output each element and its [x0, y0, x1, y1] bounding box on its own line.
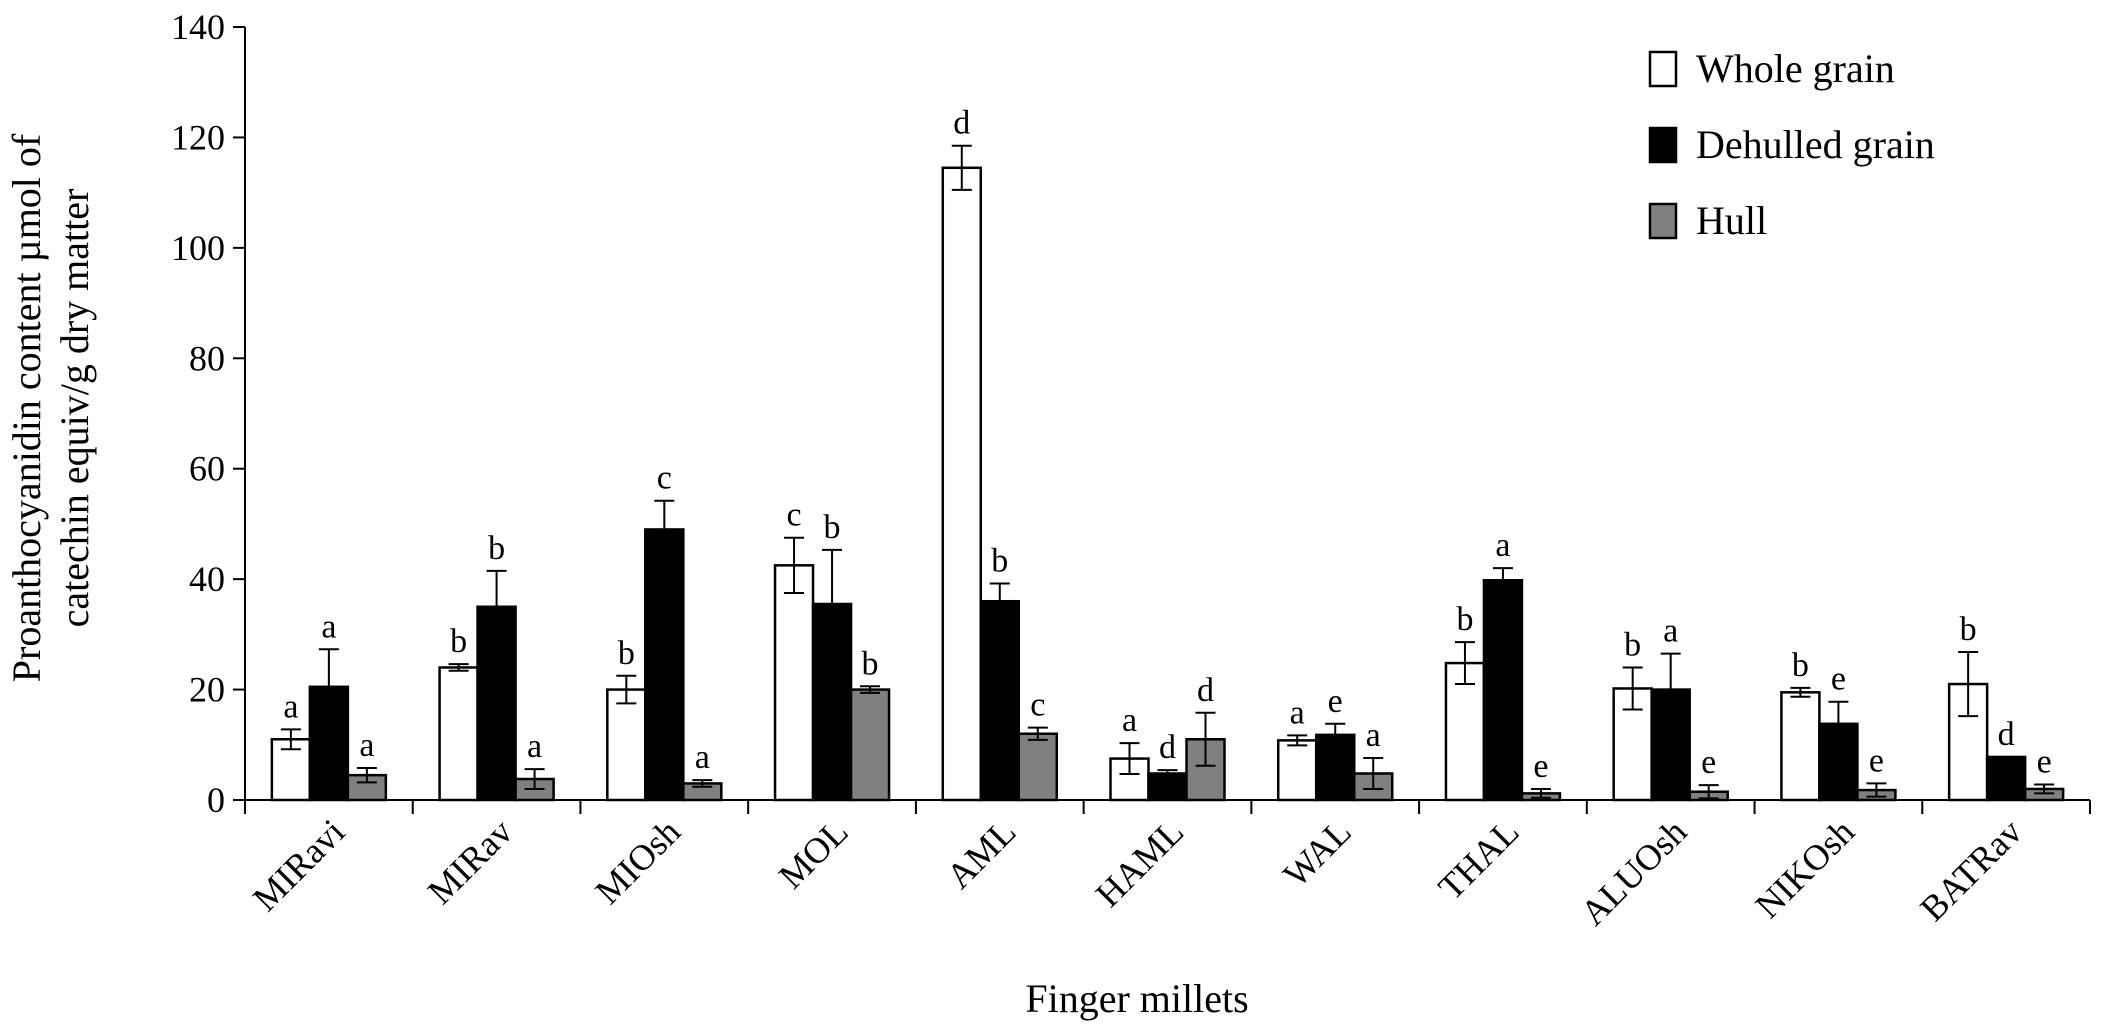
x-tick-label: NIKOsh — [1748, 811, 1863, 926]
significance-label: a — [1663, 613, 1678, 650]
significance-label: a — [1122, 702, 1137, 739]
y-tick-label: 0 — [207, 780, 225, 820]
bar — [941, 166, 983, 802]
significance-label: e — [1701, 744, 1716, 781]
bar — [773, 564, 815, 802]
bar — [1780, 691, 1821, 802]
significance-label: d — [1159, 729, 1176, 766]
x-tick-label: MIRav — [420, 811, 520, 911]
x-tick-label: BATRav — [1912, 811, 2029, 928]
significance-label: a — [1495, 527, 1510, 564]
legend-label: Whole grain — [1696, 46, 1895, 91]
significance-label: a — [283, 688, 298, 725]
significance-label: c — [1030, 687, 1045, 724]
y-axis: 0 20 40 60 80 100 120 140 — [171, 7, 246, 820]
x-tick-label: HAML — [1088, 811, 1191, 914]
x-axis-title: Finger millets — [1025, 976, 1248, 1021]
y-tick-label: 20 — [189, 670, 225, 710]
significance-label: b — [1456, 601, 1473, 638]
significance-label: b — [1960, 611, 1977, 648]
significance-label: b — [862, 645, 879, 682]
bar — [849, 688, 891, 802]
significance-label: e — [1831, 661, 1846, 698]
x-tick-label: THAL — [1430, 811, 1526, 907]
significance-label: a — [527, 728, 542, 765]
bar — [476, 605, 517, 802]
x-tick-label: WAL — [1275, 811, 1358, 894]
y-tick-label: 40 — [189, 559, 225, 599]
significance-label: d — [1998, 716, 2015, 753]
x-axis: MIRavi MIRav MIOsh MOL AML HAML WAL THAL ALUOsh N… — [244, 799, 2091, 933]
bar — [1017, 732, 1059, 802]
y-tick-label: 120 — [171, 117, 225, 157]
significance-label: a — [695, 739, 710, 776]
significance-label: c — [786, 497, 801, 534]
significance-label: b — [450, 623, 467, 660]
y-tick-label: 100 — [171, 228, 225, 268]
significance-label: a — [321, 608, 336, 645]
y-tick-label: 60 — [189, 449, 225, 489]
bar — [644, 528, 685, 802]
legend-swatch — [1648, 202, 1678, 240]
significance-label: a — [1290, 694, 1305, 731]
x-tick-label: AML — [939, 811, 1024, 896]
y-axis-title-line-1: Proanthocyanidin content µmol of — [4, 133, 49, 682]
legend-label: Hull — [1696, 198, 1767, 243]
significance-label: c — [657, 460, 672, 497]
x-tick-label: MIOsh — [588, 811, 688, 911]
significance-label: d — [953, 105, 970, 142]
significance-label: e — [1533, 748, 1548, 785]
bar — [606, 688, 647, 802]
y-tick-label: 140 — [171, 7, 225, 47]
bar — [1482, 578, 1524, 802]
bar — [1185, 738, 1226, 802]
significance-label: b — [824, 509, 841, 546]
significance-label: e — [1328, 683, 1343, 720]
x-tick-label: ALUOsh — [1573, 811, 1695, 933]
x-tick-label: MIRavi — [245, 811, 352, 918]
significance-label: d — [1197, 672, 1214, 709]
significance-label: b — [488, 530, 505, 567]
y-axis-title-line-2: catechin equiv/g dry matter — [52, 189, 97, 628]
legend-swatch — [1648, 50, 1678, 88]
significance-label: b — [618, 635, 635, 672]
legend-label: Dehulled grain — [1696, 122, 1935, 167]
significance-label: b — [991, 543, 1008, 580]
significance-label: e — [2037, 744, 2052, 781]
bar — [438, 666, 479, 802]
bar — [1276, 739, 1318, 802]
x-tick-label: MOL — [771, 811, 856, 896]
bar — [1985, 755, 2027, 802]
significance-label: a — [1366, 717, 1381, 754]
significance-label: e — [1869, 742, 1884, 779]
legend-swatch — [1648, 126, 1678, 164]
significance-label: b — [1624, 626, 1641, 663]
bar — [1947, 682, 1989, 802]
significance-label: a — [359, 727, 374, 764]
bar — [979, 599, 1021, 802]
significance-label: b — [1792, 647, 1809, 684]
y-tick-label: 80 — [189, 338, 225, 378]
legend: Whole grain Dehulled grain Hull — [1648, 46, 1935, 243]
